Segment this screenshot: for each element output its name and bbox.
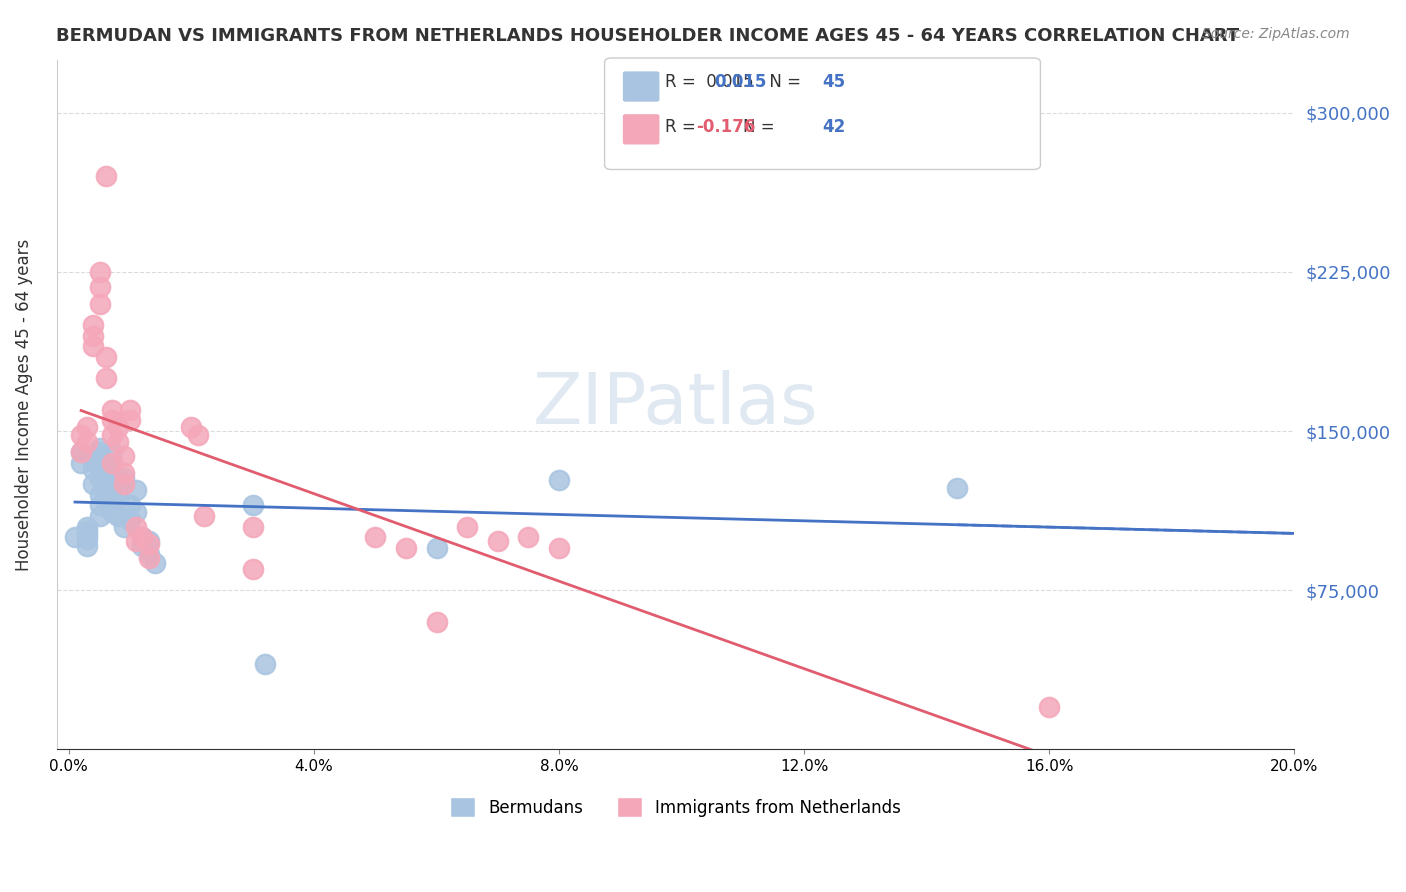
Point bbox=[82, 339, 104, 353]
Text: R =  0.015   N =: R = 0.015 N = bbox=[665, 73, 806, 91]
Point bbox=[76, 419, 98, 434]
Point bbox=[89, 508, 111, 523]
Point bbox=[76, 533, 98, 547]
Text: R =         N =: R = N = bbox=[665, 118, 780, 136]
Point bbox=[107, 477, 129, 491]
Point bbox=[100, 413, 122, 427]
Point bbox=[548, 473, 571, 487]
Point bbox=[89, 296, 111, 310]
Point bbox=[107, 419, 129, 434]
Y-axis label: Householder Income Ages 45 - 64 years: Householder Income Ages 45 - 64 years bbox=[15, 238, 32, 571]
Point bbox=[70, 445, 93, 459]
Point bbox=[70, 456, 93, 470]
Point bbox=[94, 467, 117, 481]
Point bbox=[100, 467, 122, 481]
Point bbox=[89, 488, 111, 502]
Point bbox=[82, 328, 104, 343]
Point bbox=[76, 524, 98, 538]
Point bbox=[100, 428, 122, 442]
Point bbox=[138, 536, 160, 550]
Point bbox=[70, 428, 93, 442]
Text: 0.015: 0.015 bbox=[714, 73, 766, 91]
Point bbox=[131, 530, 153, 544]
Point bbox=[187, 428, 209, 442]
Point bbox=[76, 434, 98, 449]
Point bbox=[125, 505, 148, 519]
Point bbox=[89, 445, 111, 459]
Point bbox=[395, 541, 418, 555]
Point bbox=[131, 539, 153, 553]
Point bbox=[180, 419, 202, 434]
Point bbox=[112, 471, 135, 485]
Point bbox=[94, 456, 117, 470]
Point bbox=[76, 539, 98, 553]
Point bbox=[425, 541, 447, 555]
Point bbox=[1038, 700, 1060, 714]
Point bbox=[100, 488, 122, 502]
Point bbox=[138, 551, 160, 566]
Point bbox=[82, 318, 104, 332]
Point bbox=[82, 462, 104, 476]
Point bbox=[94, 371, 117, 385]
Point bbox=[63, 530, 86, 544]
Text: BERMUDAN VS IMMIGRANTS FROM NETHERLANDS HOUSEHOLDER INCOME AGES 45 - 64 YEARS CO: BERMUDAN VS IMMIGRANTS FROM NETHERLANDS … bbox=[56, 27, 1239, 45]
Point bbox=[100, 402, 122, 417]
Point bbox=[112, 467, 135, 481]
Point bbox=[120, 413, 142, 427]
Point bbox=[76, 528, 98, 542]
Point bbox=[193, 508, 215, 523]
Point bbox=[82, 451, 104, 466]
Point bbox=[946, 481, 969, 495]
Point bbox=[76, 519, 98, 533]
Point bbox=[100, 445, 122, 459]
Point bbox=[94, 169, 117, 184]
Point bbox=[131, 530, 153, 544]
Point bbox=[125, 534, 148, 549]
Point bbox=[112, 450, 135, 464]
Text: 42: 42 bbox=[823, 118, 846, 136]
Point bbox=[100, 456, 122, 470]
Point bbox=[517, 530, 540, 544]
Text: ZIPatlas: ZIPatlas bbox=[533, 370, 818, 439]
Point bbox=[548, 541, 571, 555]
Point bbox=[107, 508, 129, 523]
Point bbox=[112, 477, 135, 491]
Point bbox=[143, 556, 166, 570]
Point bbox=[94, 350, 117, 364]
Point bbox=[82, 450, 104, 464]
Point bbox=[82, 477, 104, 491]
Text: Source: ZipAtlas.com: Source: ZipAtlas.com bbox=[1202, 27, 1350, 41]
Point bbox=[89, 471, 111, 485]
Point bbox=[120, 402, 142, 417]
Point bbox=[125, 519, 148, 533]
Point bbox=[125, 483, 148, 498]
Point bbox=[70, 445, 93, 459]
Point bbox=[107, 491, 129, 506]
Point bbox=[100, 505, 122, 519]
Point bbox=[242, 519, 264, 533]
Point bbox=[120, 513, 142, 527]
Point bbox=[94, 488, 117, 502]
Point bbox=[89, 498, 111, 512]
Point bbox=[120, 498, 142, 512]
Point bbox=[456, 519, 478, 533]
Text: 45: 45 bbox=[823, 73, 845, 91]
Point bbox=[425, 615, 447, 629]
Point bbox=[107, 434, 129, 449]
Legend: Bermudans, Immigrants from Netherlands: Bermudans, Immigrants from Netherlands bbox=[443, 790, 907, 824]
Text: -0.176: -0.176 bbox=[696, 118, 755, 136]
Point bbox=[364, 530, 387, 544]
Point bbox=[89, 265, 111, 279]
Point bbox=[486, 534, 509, 549]
Point bbox=[242, 498, 264, 512]
Point bbox=[138, 534, 160, 549]
Point bbox=[112, 519, 135, 533]
Point bbox=[242, 562, 264, 576]
Point bbox=[89, 279, 111, 293]
Point bbox=[89, 441, 111, 455]
Point bbox=[253, 657, 276, 672]
Point bbox=[89, 462, 111, 476]
Point bbox=[138, 547, 160, 561]
